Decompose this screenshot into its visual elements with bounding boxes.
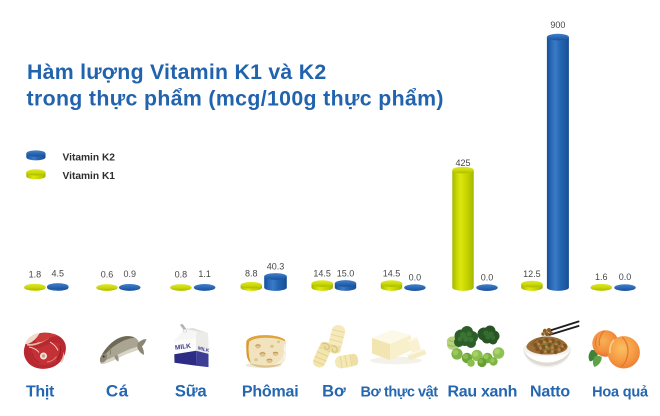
svg-text:900: 900 [550, 20, 565, 30]
svg-text:Vitamin K1: Vitamin K1 [63, 171, 116, 182]
svg-text:Vitamin K2: Vitamin K2 [63, 152, 116, 163]
svg-text:15.0: 15.0 [337, 268, 355, 278]
svg-text:trong thực phẩm (mcg/100g thực: trong thực phẩm (mcg/100g thực phẩm) [27, 87, 444, 111]
svg-text:Natto: Natto [530, 384, 570, 401]
svg-text:1.1: 1.1 [198, 269, 211, 279]
svg-text:Phômai: Phômai [242, 384, 299, 401]
svg-text:Bơ: Bơ [322, 383, 346, 401]
svg-text:1.8: 1.8 [29, 270, 42, 280]
svg-text:Thịt: Thịt [26, 384, 55, 401]
svg-text:8.8: 8.8 [245, 269, 258, 279]
svg-text:MILK: MILK [175, 343, 192, 352]
svg-text:0.9: 0.9 [123, 269, 136, 279]
svg-text:0.0: 0.0 [619, 272, 632, 282]
svg-text:Bơ thực vật: Bơ thực vật [361, 385, 439, 401]
svg-text:1.6: 1.6 [595, 272, 608, 282]
svg-text:Hoa quả: Hoa quả [592, 385, 649, 401]
svg-text:Hàm lượng Vitamin K1 và K2: Hàm lượng Vitamin K1 và K2 [27, 60, 326, 84]
svg-text:Sữa: Sữa [175, 383, 208, 401]
svg-text:MILK: MILK [197, 345, 210, 354]
svg-text:14.5: 14.5 [383, 268, 401, 278]
svg-text:Cá: Cá [106, 382, 129, 401]
svg-text:12.5: 12.5 [523, 269, 541, 279]
svg-text:0.0: 0.0 [481, 272, 494, 282]
svg-text:0.8: 0.8 [175, 270, 188, 280]
svg-text:0.6: 0.6 [101, 270, 114, 280]
svg-text:40.3: 40.3 [267, 262, 285, 272]
svg-text:0.0: 0.0 [409, 272, 422, 282]
svg-text:14.5: 14.5 [313, 268, 331, 278]
svg-text:Rau xanh: Rau xanh [447, 384, 517, 401]
svg-text:4.5: 4.5 [52, 268, 65, 278]
svg-text:425: 425 [455, 158, 470, 168]
